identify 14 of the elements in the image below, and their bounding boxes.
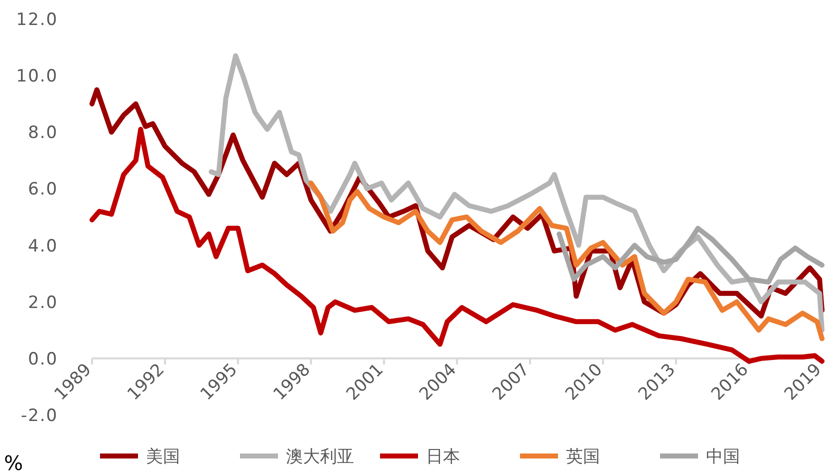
y-tick-label: 6.0: [28, 180, 58, 200]
y-tick-label: 12.0: [16, 10, 58, 30]
y-tick-label: -2.0: [20, 406, 58, 426]
legend-label: 英国: [566, 447, 600, 467]
legend-label: 中国: [706, 447, 740, 467]
legend-label: 澳大利亚: [286, 447, 354, 467]
legend-label: 美国: [146, 447, 180, 467]
legend-label: 日本: [426, 447, 460, 467]
y-tick-label: 4.0: [28, 236, 58, 256]
y-tick-label: 0.0: [28, 349, 58, 370]
y-tick-label: 10.0: [16, 66, 58, 87]
y-tick-label: 8.0: [28, 123, 58, 144]
y-tick-label: 2.0: [28, 292, 58, 313]
y-axis-title: %: [4, 451, 24, 475]
